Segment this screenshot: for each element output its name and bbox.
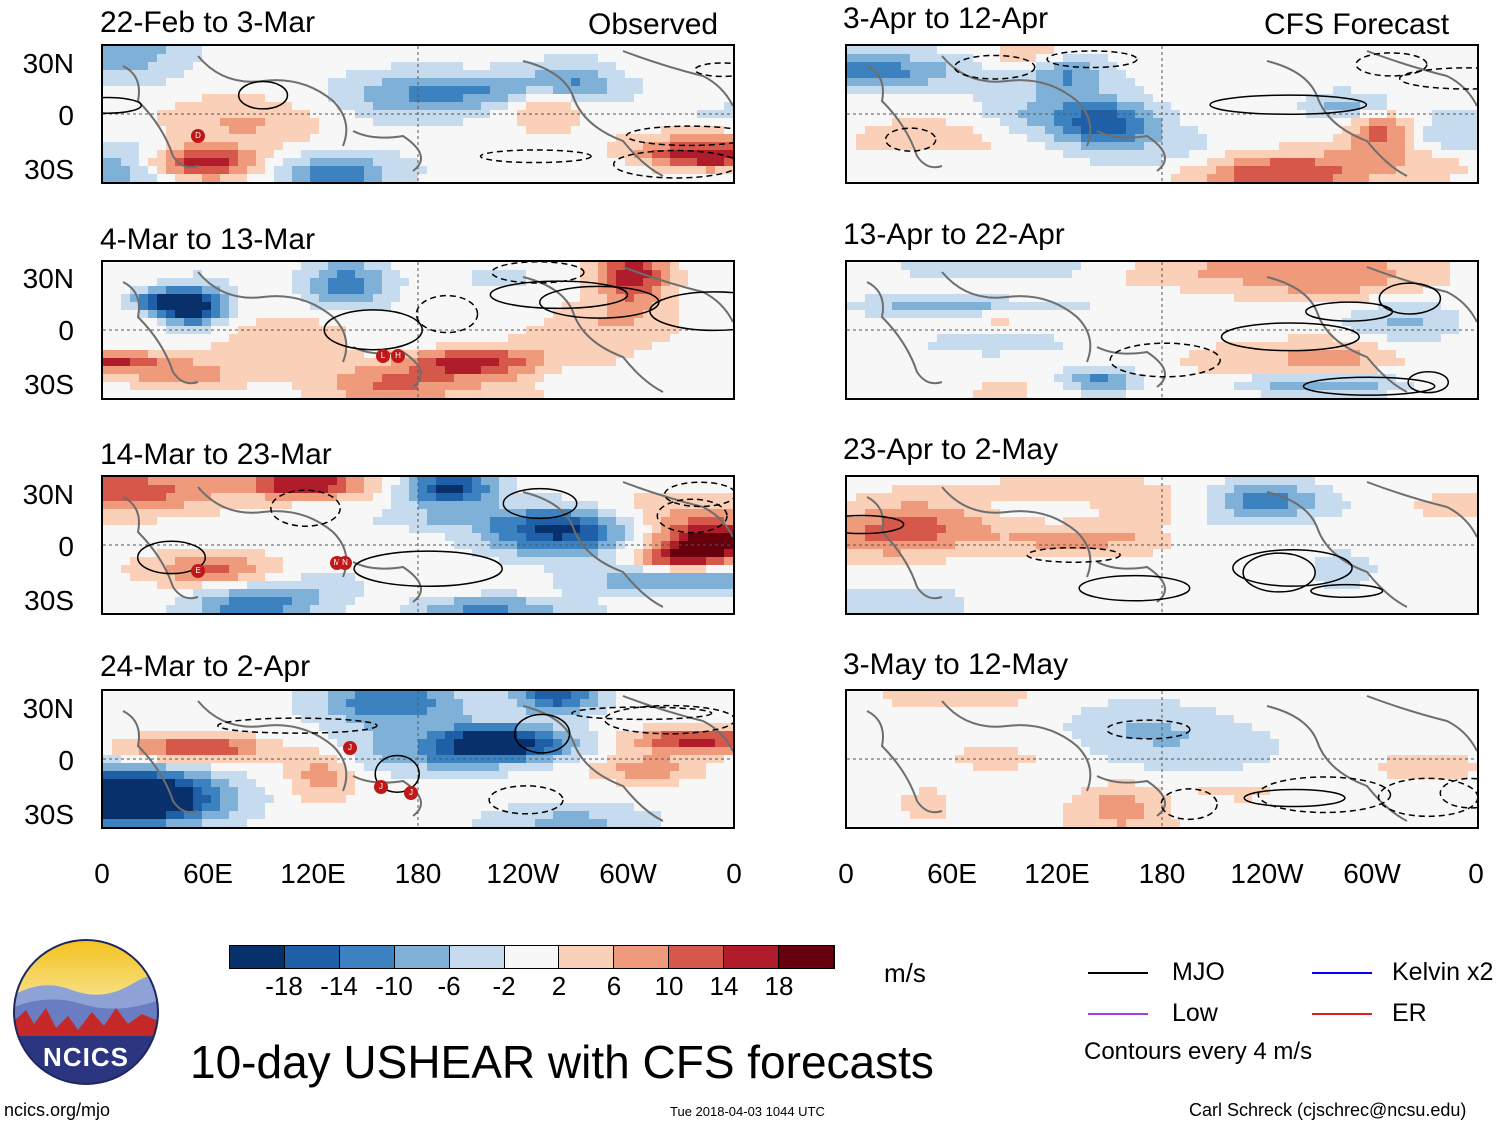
lon-label: 180 [1138, 858, 1186, 889]
obs-panel-2-title: 4-Mar to 13-Mar [100, 223, 316, 256]
storm-marker: L [376, 349, 390, 363]
main-title: 10-day USHEAR with CFS forecasts [190, 1036, 934, 1088]
website-link[interactable]: ncics.org/mjo [4, 1100, 111, 1120]
map-panel-fcst-3 [845, 475, 1479, 615]
lat-label-eq: 0 [58, 745, 74, 776]
author-credit: Carl Schreck (cjschrec@ncsu.edu) [1189, 1100, 1467, 1120]
colorbar-swatch [394, 946, 450, 968]
storm-marker: H [391, 349, 405, 363]
map-panel-fcst-2 [845, 260, 1479, 400]
lon-label: 120W [1230, 858, 1304, 889]
storm-marker: D [191, 129, 205, 143]
map-panel-fcst-4 [845, 689, 1479, 829]
map-panel-obs-3 [101, 475, 735, 615]
legend-line-er [1312, 1013, 1372, 1015]
colorbar-label: -2 [492, 971, 516, 1001]
map-panel-obs-2 [101, 260, 735, 400]
colorbar-swatch [779, 946, 834, 968]
lat-label-30n: 30N [22, 479, 74, 510]
colorbar-label: -6 [437, 971, 461, 1001]
lon-label: 120W [486, 858, 560, 889]
colorbar-label: 6 [606, 971, 622, 1001]
map-panel-obs-1 [101, 44, 735, 184]
colorbar-label: 14 [709, 971, 739, 1001]
lat-label-30n: 30N [22, 48, 74, 79]
obs-panel-4-title: 24-Mar to 2-Apr [100, 650, 311, 683]
legend-line-kelvin [1312, 972, 1372, 974]
colorbar-swatch [284, 946, 340, 968]
fcst-panel-3-title: 23-Apr to 2-May [843, 433, 1059, 466]
colorbar-swatch [724, 946, 780, 968]
obs-panel-1-title: 22-Feb to 3-Mar [100, 6, 316, 39]
map-panel-obs-4 [101, 689, 735, 829]
ncics-logo-icon [13, 939, 159, 1085]
colorbar-swatch [504, 946, 560, 968]
legend-label-mjo: MJO [1172, 958, 1225, 986]
storm-marker: J [404, 786, 418, 800]
colorbar [229, 945, 835, 969]
lon-label: 60E [927, 858, 977, 889]
lat-label-eq: 0 [58, 531, 74, 562]
colorbar-swatch [339, 946, 395, 968]
timestamp: Tue 2018-04-03 1044 UTC [670, 1104, 825, 1119]
colorbar-swatch [559, 946, 615, 968]
lon-label: 120E [1024, 858, 1090, 889]
storm-marker: N [338, 556, 352, 570]
observed-label: Observed [588, 8, 719, 41]
storm-marker: J [343, 741, 357, 755]
lon-label: 120E [280, 858, 346, 889]
logo-text: NCICS [43, 1042, 129, 1072]
colorbar-swatch [669, 946, 725, 968]
legend-line-low [1088, 1013, 1148, 1015]
lon-label: 60E [183, 858, 233, 889]
lat-label-30s: 30S [24, 799, 74, 830]
colorbar-label: 10 [654, 971, 684, 1001]
colorbar-label: -14 [320, 971, 358, 1001]
colorbar-swatch [230, 946, 285, 968]
lon-label: 0 [838, 858, 854, 889]
lat-label-30s: 30S [24, 154, 74, 185]
lat-label-30n: 30N [22, 263, 74, 294]
lon-label: 60W [599, 858, 657, 889]
legend-line-mjo [1088, 972, 1148, 974]
fcst-panel-4-title: 3-May to 12-May [843, 648, 1069, 681]
lon-label: 0 [94, 858, 110, 889]
lon-label: 60W [1343, 858, 1401, 889]
fcst-panel-2-title: 13-Apr to 22-Apr [843, 218, 1065, 251]
colorbar-swatch [449, 946, 505, 968]
map-panel-fcst-1 [845, 44, 1479, 184]
colorbar-unit: m/s [884, 958, 926, 988]
lat-label-30n: 30N [22, 693, 74, 724]
lat-label-30s: 30S [24, 585, 74, 616]
lat-label-eq: 0 [58, 100, 74, 131]
obs-panel-3-title: 14-Mar to 23-Mar [100, 438, 332, 471]
colorbar-label: -18 [265, 971, 303, 1001]
fcst-panel-1-title: 3-Apr to 12-Apr [843, 2, 1049, 35]
colorbar-label: 2 [551, 971, 567, 1001]
cfs-forecast-label: CFS Forecast [1264, 8, 1450, 41]
lat-label-eq: 0 [58, 315, 74, 346]
colorbar-label: -10 [375, 971, 413, 1001]
colorbar-swatch [614, 946, 670, 968]
ncics-logo: NCICS [12, 938, 160, 1086]
contour-note: Contours every 4 m/s [1084, 1038, 1313, 1065]
colorbar-label: 18 [764, 971, 794, 1001]
legend-label-kelvin: Kelvin x2 [1392, 958, 1494, 986]
legend-label-low: Low [1172, 999, 1218, 1027]
lon-label: 180 [394, 858, 442, 889]
storm-marker: E [191, 564, 205, 578]
legend-label-er: ER [1392, 999, 1427, 1027]
storm-marker: J [374, 780, 388, 794]
lat-label-30s: 30S [24, 369, 74, 400]
lon-label: 0 [726, 858, 742, 889]
lon-label: 0 [1468, 858, 1484, 889]
